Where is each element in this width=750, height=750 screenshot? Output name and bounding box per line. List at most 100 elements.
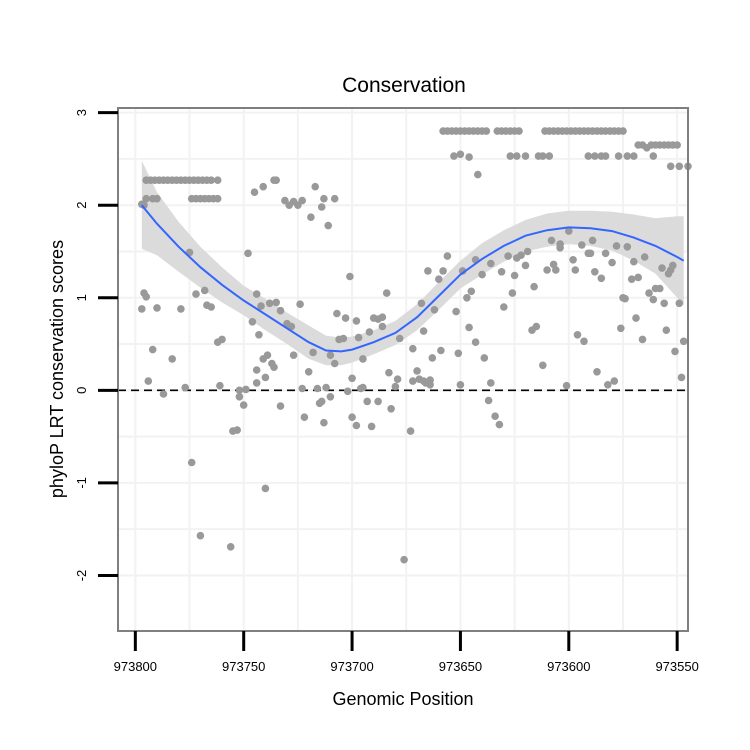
x-tick-label: 973550 — [655, 659, 698, 674]
data-point — [471, 338, 480, 347]
data-point — [638, 335, 647, 344]
data-point — [504, 252, 512, 260]
data-point — [270, 363, 278, 372]
data-point — [356, 384, 365, 393]
data-point — [138, 305, 146, 313]
data-point — [673, 141, 681, 149]
data-point — [671, 347, 679, 356]
data-point — [177, 305, 185, 313]
data-point — [213, 176, 222, 184]
data-point — [309, 348, 317, 357]
data-point — [617, 324, 625, 333]
data-point — [281, 196, 289, 205]
data-point — [584, 152, 593, 160]
data-point — [675, 162, 684, 171]
data-point — [660, 299, 668, 308]
data-point — [378, 313, 387, 322]
data-point — [378, 322, 387, 331]
data-point — [487, 259, 495, 268]
data-point — [317, 203, 326, 211]
data-point — [608, 258, 616, 267]
data-point — [591, 268, 599, 276]
data-point — [289, 351, 298, 360]
data-point — [632, 314, 640, 322]
data-point — [324, 221, 333, 230]
x-axis-label: Genomic Position — [332, 689, 473, 709]
data-point — [213, 338, 222, 347]
data-point — [675, 299, 684, 308]
data-point — [649, 295, 658, 304]
data-point — [142, 293, 150, 301]
data-point — [142, 176, 150, 184]
data-point — [552, 266, 560, 274]
data-point — [623, 243, 632, 251]
x-tick-label: 973600 — [547, 659, 590, 674]
data-point — [346, 272, 354, 281]
y-tick-label: -2 — [74, 570, 89, 582]
data-point — [322, 383, 330, 392]
data-point — [584, 249, 593, 258]
data-point — [304, 368, 313, 376]
data-point — [300, 413, 309, 422]
data-point — [573, 331, 582, 339]
data-point — [500, 303, 508, 311]
panel-border — [117, 107, 689, 632]
x-tick-label: 973700 — [330, 659, 373, 674]
data-point — [374, 397, 382, 406]
data-point — [363, 397, 372, 406]
data-point — [569, 255, 577, 264]
data-point — [367, 422, 376, 431]
data-point — [430, 306, 439, 314]
data-point — [168, 355, 176, 363]
data-point — [242, 385, 250, 394]
data-point — [463, 294, 471, 302]
data-point — [348, 374, 356, 383]
data-point — [187, 458, 196, 467]
data-point — [623, 152, 632, 160]
data-point — [296, 300, 304, 309]
data-point — [497, 268, 506, 276]
data-point — [556, 240, 564, 248]
data-point — [393, 375, 402, 384]
data-point — [424, 267, 432, 275]
y-axis-label: phyloP LRT conservation scores — [47, 240, 67, 498]
data-point — [491, 412, 499, 421]
data-point — [400, 555, 408, 564]
data-point — [343, 387, 352, 396]
data-point — [634, 141, 642, 149]
data-point — [662, 326, 671, 335]
data-point — [239, 401, 248, 409]
data-point — [252, 290, 261, 298]
data-point — [630, 152, 638, 160]
data-point — [216, 381, 224, 390]
data-point — [664, 269, 673, 278]
data-point — [365, 328, 374, 336]
data-point — [233, 426, 241, 434]
data-point — [627, 275, 636, 284]
data-point — [272, 298, 281, 307]
data-point — [148, 194, 157, 203]
data-point — [521, 152, 530, 160]
data-point — [591, 152, 599, 160]
data-point — [487, 379, 495, 387]
data-point — [333, 309, 341, 318]
data-point — [506, 152, 515, 160]
data-point — [474, 170, 482, 179]
data-point — [649, 152, 658, 160]
data-point — [395, 334, 404, 343]
data-point — [439, 267, 447, 275]
data-point — [311, 182, 320, 191]
data-point — [541, 127, 549, 135]
data-point — [428, 354, 437, 362]
data-point — [320, 194, 328, 203]
y-tick-label: 1 — [74, 294, 89, 301]
x-tick-label: 973800 — [114, 659, 157, 674]
data-point — [320, 418, 328, 427]
data-point — [235, 386, 244, 395]
data-point — [443, 252, 452, 260]
data-point — [257, 302, 265, 310]
data-point — [187, 194, 196, 203]
y-tick-label: 2 — [74, 202, 89, 209]
